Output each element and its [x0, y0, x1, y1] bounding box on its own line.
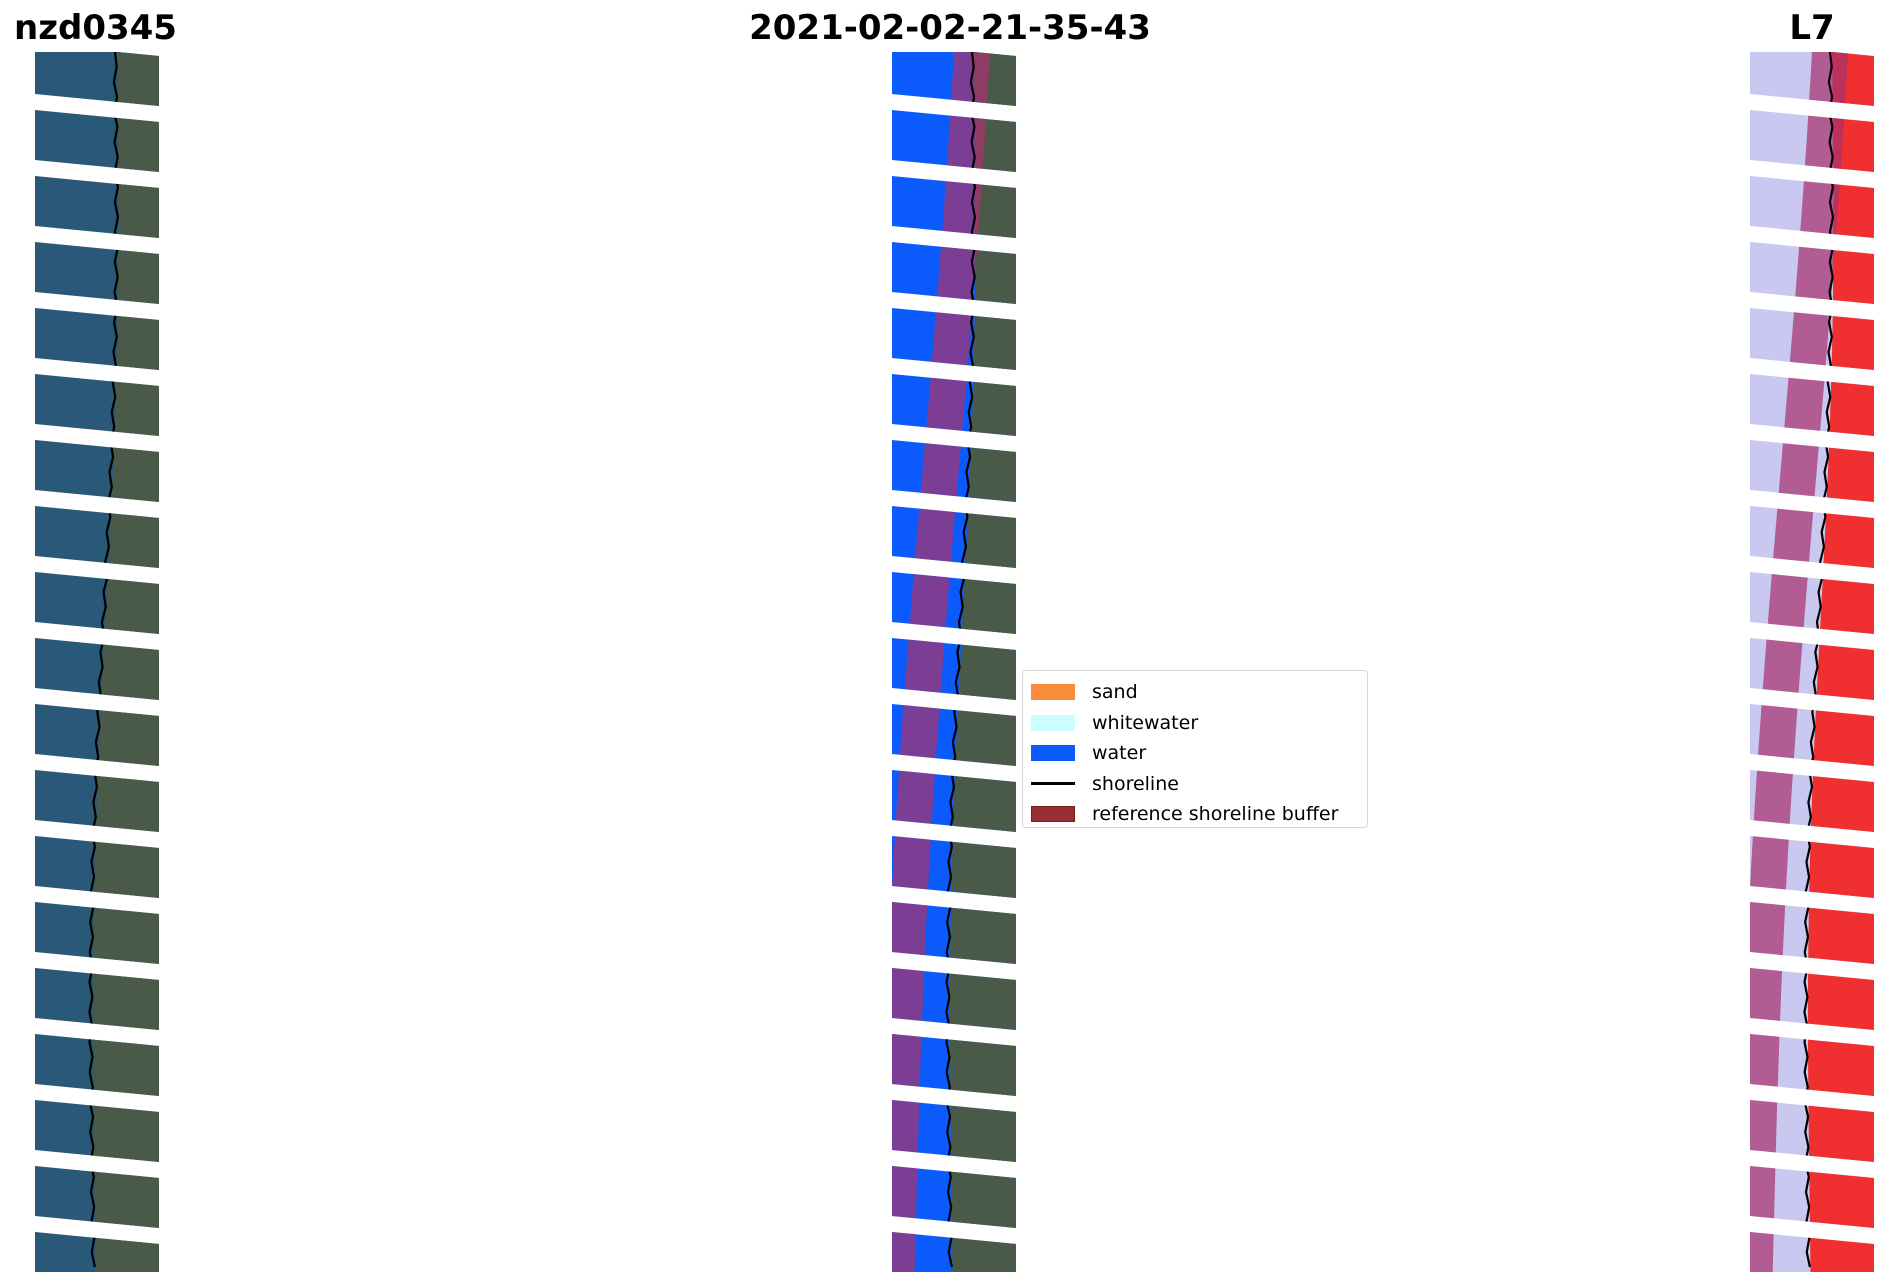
legend-item-shoreline: shoreline: [1031, 769, 1359, 800]
classified-image-canvas: [892, 52, 1016, 1272]
image-strips: [892, 52, 1016, 1272]
reference-shoreline-buffer: [892, 52, 990, 1272]
legend: sand whitewater water shoreline referenc…: [1022, 670, 1368, 828]
legend-item-reference-buffer: reference shoreline buffer: [1031, 799, 1359, 830]
shoreline: [945, 52, 977, 1268]
shoreline: [88, 52, 120, 1268]
legend-label-shoreline: shoreline: [1092, 772, 1179, 795]
image-strips: [1750, 52, 1874, 1272]
legend-item-water: water: [1031, 738, 1359, 769]
date-title: 2021-02-02-21-35-43: [749, 8, 1151, 48]
legend-label-whitewater: whitewater: [1092, 711, 1199, 734]
index-image-panel: [1750, 52, 1874, 1272]
rgb-image-panel: [35, 52, 159, 1272]
index-image-canvas: [1750, 52, 1874, 1272]
reference-shoreline-buffer: [1750, 52, 1848, 1272]
legend-swatch-whitewater: [1031, 714, 1075, 731]
legend-swatch-sand: [1031, 684, 1075, 701]
legend-item-sand: sand: [1031, 677, 1359, 708]
legend-label-reference-buffer: reference shoreline buffer: [1092, 803, 1339, 826]
classified-image-panel: [892, 52, 1016, 1272]
rgb-image-canvas: [35, 52, 159, 1272]
image-strips: [35, 52, 159, 1272]
legend-swatch-water: [1031, 745, 1075, 762]
satellite-title: L7: [1789, 8, 1835, 48]
legend-label-water: water: [1092, 742, 1147, 765]
legend-swatch-reference-buffer: [1031, 806, 1075, 823]
legend-item-whitewater: whitewater: [1031, 708, 1359, 739]
site-title: nzd0345: [14, 8, 177, 48]
shoreline: [1803, 52, 1835, 1268]
legend-label-sand: sand: [1092, 681, 1138, 704]
legend-swatch-shoreline: [1031, 782, 1075, 786]
